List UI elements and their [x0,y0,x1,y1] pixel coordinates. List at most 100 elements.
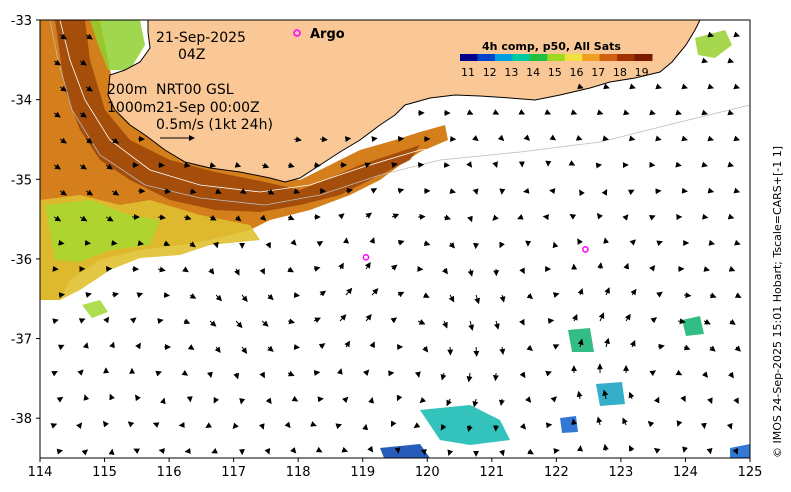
current-arrow [545,370,552,377]
current-arrow [344,136,352,143]
current-arrow [413,422,421,429]
current-arrow [345,287,353,296]
current-arrow [318,343,326,350]
sst-patch-inner-dark [55,20,420,212]
current-arrow [344,340,351,348]
current-arrow [466,372,473,383]
current-arrow [111,291,119,298]
current-arrow [157,318,164,325]
current-arrow [467,268,474,277]
current-arrow [136,292,144,299]
current-arrow [519,371,526,379]
colorbar-label: 14 [526,66,540,79]
current-arrow [629,340,636,348]
current-arrow [707,31,715,38]
sst-patch-blue-2 [380,444,430,458]
current-arrow [287,162,295,169]
current-arrow [627,189,635,196]
lat-tick-label: -35 [11,173,32,188]
current-arrow [287,266,295,273]
current-arrow [604,287,610,296]
current-arrow [345,187,354,194]
lon-tick-label: 124 [673,465,698,480]
current-arrow [76,422,83,429]
current-arrow [601,189,608,196]
current-arrow [526,344,534,351]
current-arrow [622,417,628,426]
current-arrow [542,214,549,221]
current-arrow [79,111,87,118]
current-arrow [647,420,655,428]
current-arrow [499,346,506,355]
lat-tick-label: -34 [11,94,32,109]
colorbar-labels: 11 12 13 14 15 16 17 18 19 [461,66,649,79]
current-arrow [466,109,474,115]
current-arrow [726,422,733,430]
current-arrow [208,267,215,275]
shelf-contour-200m [59,20,750,193]
current-arrow [336,368,343,375]
current-arrow [79,163,87,170]
current-arrow [422,345,429,353]
current-arrow [319,290,327,297]
current-arrow [525,396,532,403]
lon-tick-label: 120 [415,465,440,480]
current-arrow [284,421,291,429]
current-arrow [440,372,447,381]
current-arrow [701,57,709,64]
lat-tick-label: -37 [11,333,32,348]
sst-patch-teal-2 [682,316,704,336]
current-arrow [85,33,93,40]
current-arrow [371,136,378,143]
current-arrow [734,292,742,298]
current-arrow [703,318,711,325]
current-arrow [709,292,717,299]
current-arrow [390,420,397,428]
lon-tick-label: 117 [221,465,246,480]
current-arrow [293,136,302,143]
shelf-contour-1000m [49,20,750,206]
current-arrow [630,288,637,296]
current-arrow [397,239,405,246]
depth-label-200m: 200m [107,82,147,98]
current-arrow [365,212,372,219]
current-arrow [526,293,534,300]
current-arrow [727,57,735,64]
current-arrow [683,344,691,351]
current-arrow [370,188,378,194]
current-arrow [653,447,661,454]
current-arrow [127,421,135,428]
current-arrow [261,320,269,327]
current-arrow [707,135,714,142]
current-arrow [287,214,295,221]
axes: 114 115 116 117 118 119 120 121 122 123 124 125 -33 -… [11,14,763,480]
current-arrow [397,291,405,298]
product-label: NRT00 GSL [156,82,234,98]
current-arrow [209,320,217,327]
current-arrow [649,370,657,377]
hour-label: 04Z [178,47,205,63]
current-arrow [293,292,301,298]
current-arrow [53,215,62,222]
colorbar-swatch [547,54,566,61]
current-arrow [675,161,682,168]
current-arrow [604,337,610,348]
colorbar-swatch [494,54,513,61]
current-arrow [78,318,86,324]
date-label: 21-Sep-2025 [156,30,246,46]
current-arrow [629,83,636,90]
current-arrow [397,188,405,194]
current-arrow [628,391,635,400]
current-arrow [59,33,67,40]
current-arrow [265,241,271,249]
current-arrow [681,83,688,90]
current-arrow [209,215,217,221]
current-arrow [596,212,603,220]
current-arrow [52,318,59,325]
current-arrow [596,416,603,426]
current-arrow [214,346,221,354]
current-arrow [603,237,610,244]
lon-tick-label: 123 [608,465,633,480]
current-arrow [709,345,716,352]
